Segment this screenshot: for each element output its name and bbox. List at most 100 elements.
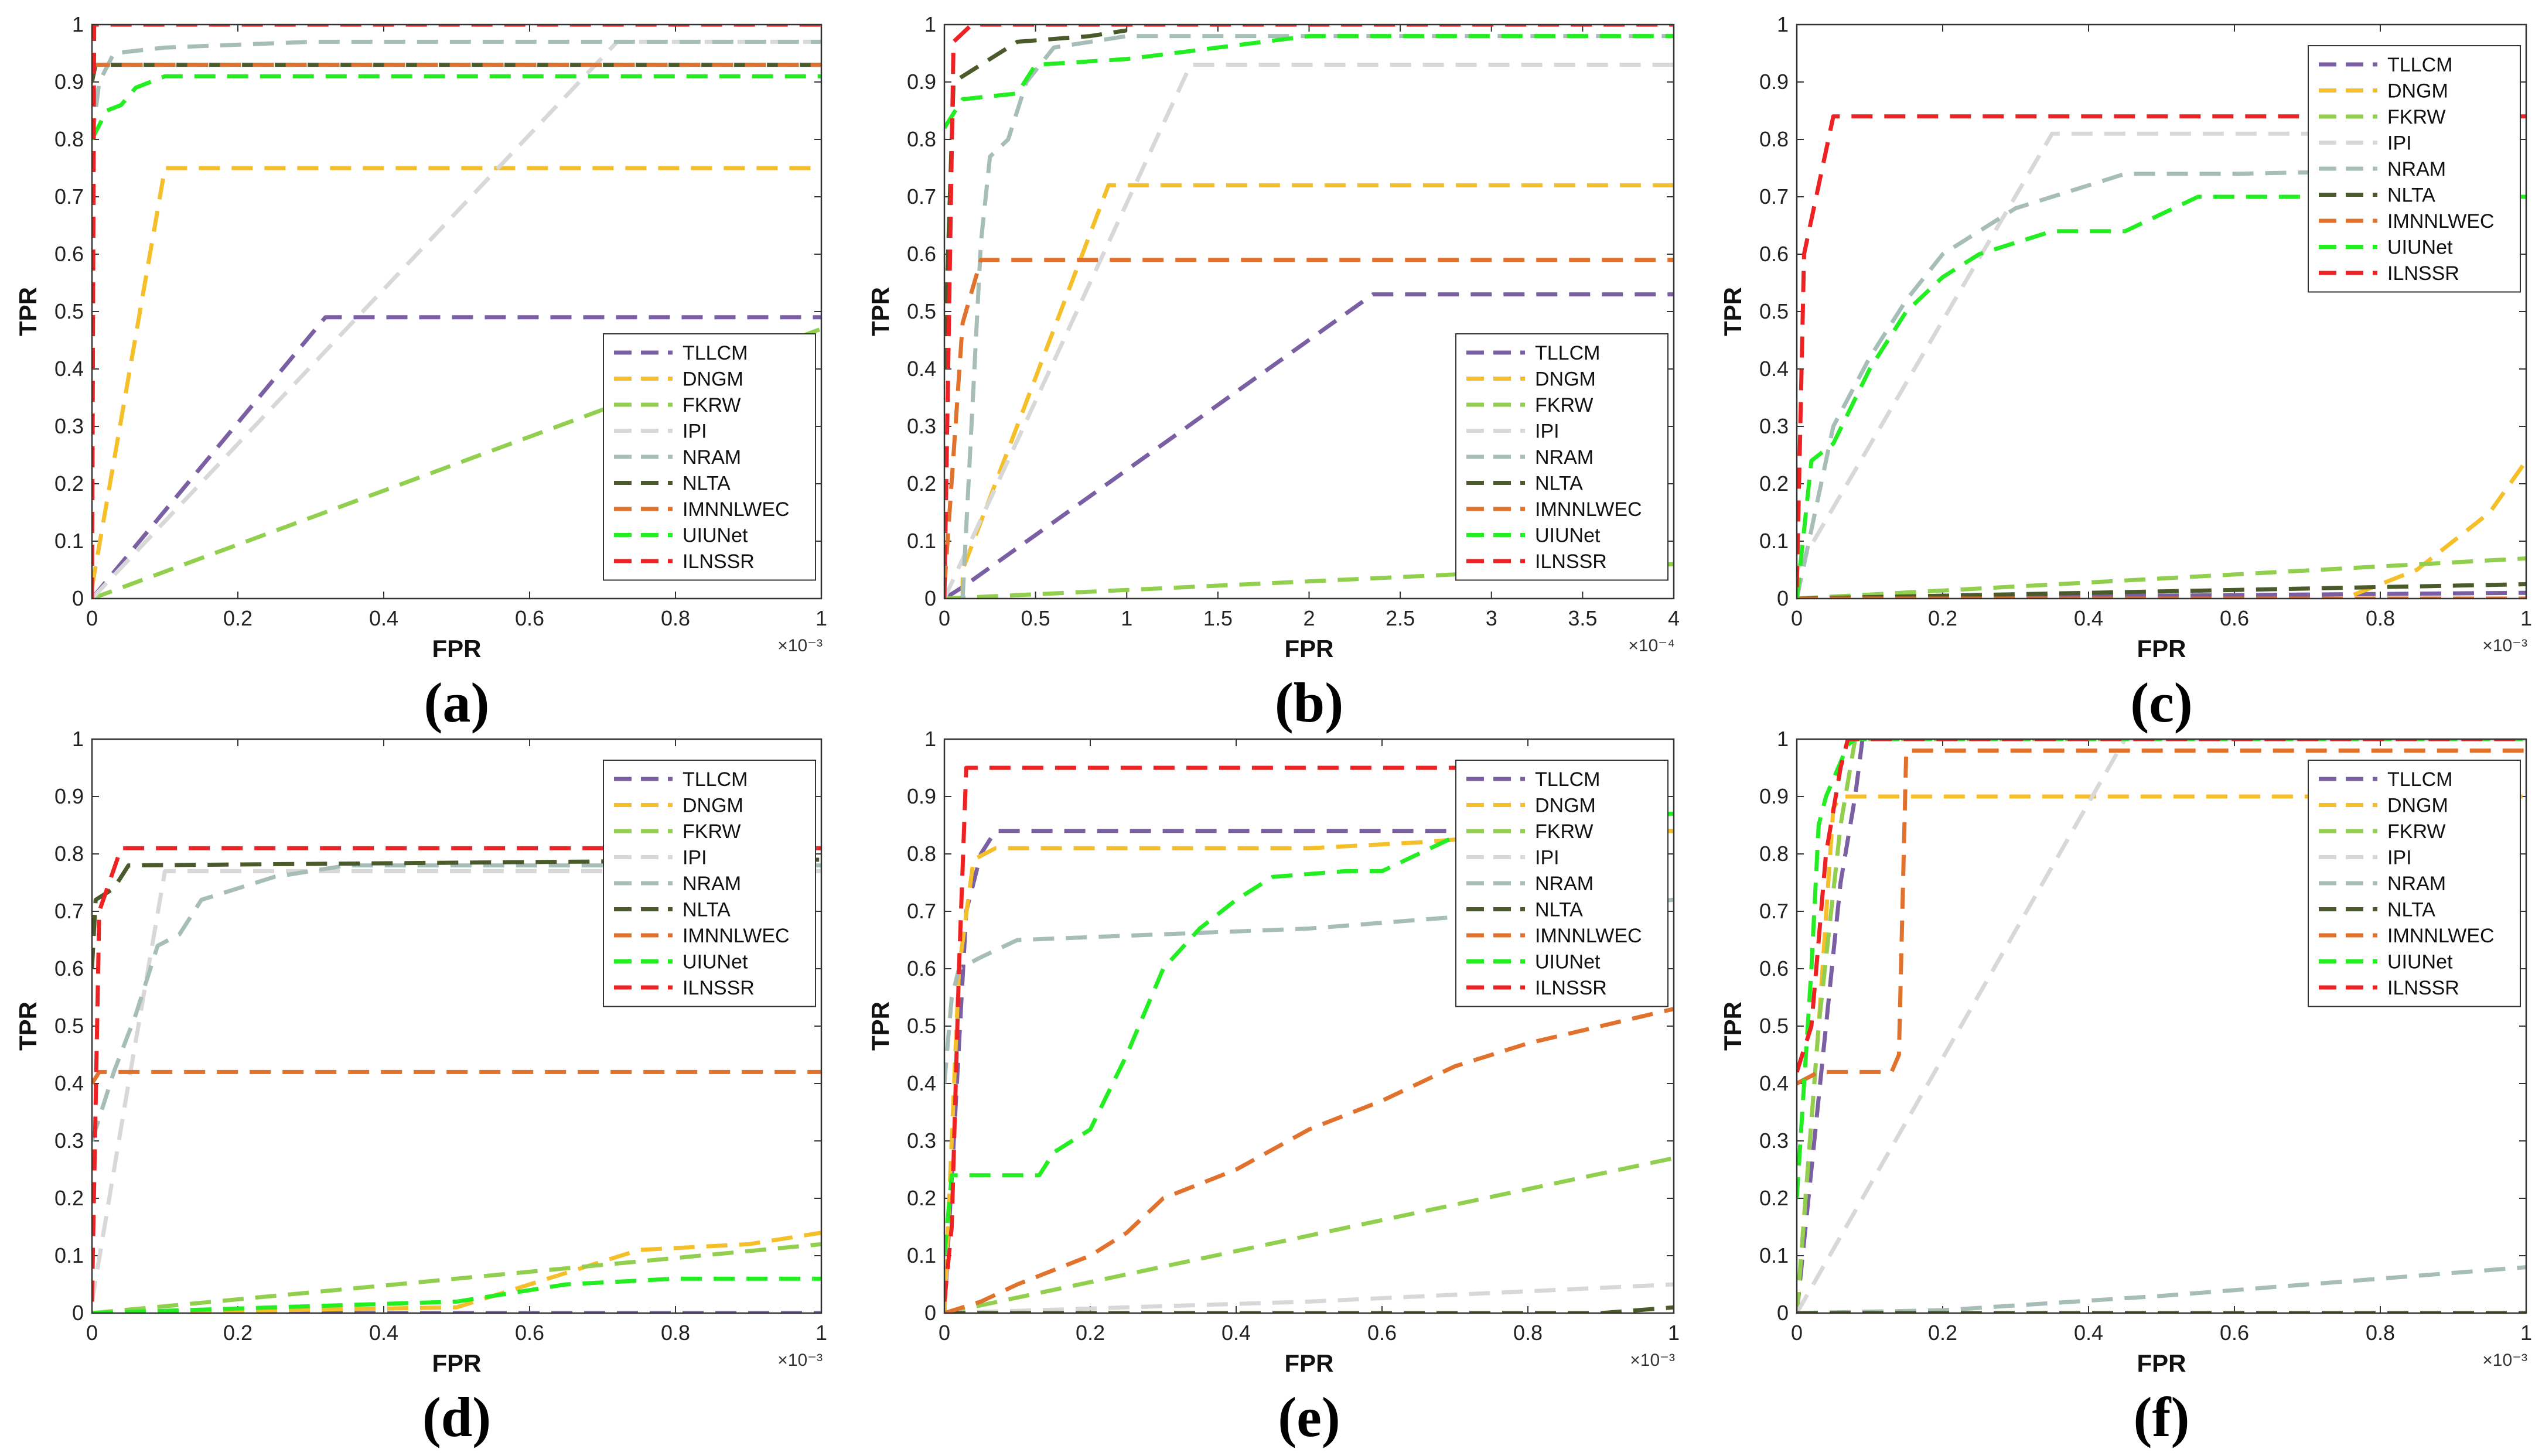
legend-box [1455, 333, 1668, 581]
y-tick-label: 0.2 [1759, 471, 1789, 495]
x-axis-exponent: ×10⁻³ [2482, 636, 2527, 655]
y-tick-label: 0.8 [54, 842, 84, 866]
x-tick-label: 0.6 [2220, 606, 2249, 630]
legend: TLLCM DNGM FKRW IPI NRAM NLTA IMNNLWEC UIUNet IL… [1455, 760, 1668, 1007]
y-tick-label: 1 [1777, 727, 1789, 751]
x-tick-label: 0 [939, 606, 950, 630]
x-tick-label: 1 [2520, 606, 2532, 630]
legend-label-nlta: NLTA [2387, 899, 2435, 921]
legend-label-fkrw: FKRW [2387, 106, 2445, 128]
x-axis-label: FPR [432, 635, 482, 662]
legend: TLLCM DNGM FKRW IPI NRAM NLTA IMNNLWEC UIUNet IL… [603, 333, 816, 581]
series-line-tllcm [1797, 590, 2526, 599]
legend-label-fkrw: FKRW [2387, 821, 2445, 843]
x-tick-label: 1 [816, 1321, 827, 1345]
y-tick-label: 0.7 [54, 899, 84, 923]
series-line-tllcm [92, 315, 821, 599]
series-line-dngm [92, 1231, 821, 1313]
legend-label-tllcm: TLLCM [683, 768, 748, 791]
x-axis-label: FPR [2137, 635, 2186, 662]
x-tick-label: 3 [1486, 606, 1497, 630]
y-tick-label: 0.1 [907, 529, 936, 553]
y-tick-label: 0.3 [1759, 1129, 1789, 1153]
series-line-tllcm [944, 292, 1674, 599]
x-tick-label: 0.2 [223, 606, 253, 630]
y-tick-label: 0.5 [907, 299, 936, 323]
plot-frame [1796, 23, 2527, 600]
y-tick-label: 0 [924, 1301, 936, 1325]
legend-box [603, 760, 816, 1007]
plot-frame [1796, 738, 2527, 1314]
x-tick-label: 0.8 [2366, 1321, 2395, 1345]
legend-label-imnnlwec: IMNNLWEC [1535, 498, 1642, 521]
legend-label-ipi: IPI [2387, 847, 2412, 869]
legend-label-ilnssr: ILNSSR [2387, 262, 2459, 285]
series-line-nlta [944, 28, 1127, 370]
legend-label-tllcm: TLLCM [2387, 54, 2452, 76]
series-line-imnnlwec [944, 1007, 1674, 1313]
legend-label-imnnlwec: IMNNLWEC [2387, 210, 2495, 233]
y-tick-label: 0.5 [907, 1014, 936, 1038]
legend-label-dngm: DNGM [683, 368, 743, 391]
y-tick-label: 0.5 [1759, 1014, 1789, 1038]
legend-label-uiunet: UIUNet [1535, 951, 1601, 973]
y-tick-label: 0.5 [54, 299, 84, 323]
series-line-nram [92, 39, 821, 140]
panel-label: (e) [1278, 1386, 1340, 1448]
y-tick-label: 0.3 [1759, 414, 1789, 438]
y-tick-label: 0.7 [907, 184, 936, 209]
x-tick-label: 0.8 [1513, 1321, 1543, 1345]
y-tick-label: 1 [1777, 12, 1789, 36]
plot-frame [91, 738, 823, 1314]
x-axis-exponent: ×10⁻⁴ [1628, 636, 1675, 655]
y-tick-label: 0.8 [54, 127, 84, 151]
x-tick-label: 4 [1668, 606, 1680, 630]
y-tick-label: 0.9 [907, 784, 936, 808]
x-tick-label: 0.5 [1021, 606, 1050, 630]
y-tick-label: 0.1 [1759, 529, 1789, 553]
y-tick-label: 0.9 [907, 70, 936, 94]
legend-label-fkrw: FKRW [683, 394, 741, 416]
legend-label-nlta: NLTA [683, 473, 731, 495]
legend-label-uiunet: UIUNet [2387, 237, 2453, 259]
x-tick-label: 0.8 [661, 606, 690, 630]
chart-panel-1: 0 0.2 0.4 0.6 0.8 1 0 0.1 0.2 0.3 0.4 0.5 0.6 0.7 0.8 0… [14, 12, 827, 734]
x-tick-label: 0.6 [1367, 1321, 1397, 1345]
x-tick-label: 0.2 [1928, 606, 1957, 630]
legend-label-tllcm: TLLCM [1535, 342, 1600, 364]
legend-label-uiunet: UIUNet [683, 951, 748, 973]
x-tick-label: 1 [2520, 1321, 2532, 1345]
series-line-nram [92, 863, 821, 1142]
x-tick-label: 1.5 [1203, 606, 1233, 630]
x-tick-label: 1 [1121, 606, 1132, 630]
legend-label-fkrw: FKRW [1535, 394, 1593, 416]
y-axis-label: TPR [1719, 287, 1746, 336]
series-line-uiunet [944, 34, 1674, 129]
x-tick-label: 0.6 [515, 1321, 544, 1345]
y-tick-label: 0.8 [907, 842, 936, 866]
x-tick-label: 2 [1303, 606, 1315, 630]
legend-label-uiunet: UIUNet [2387, 951, 2453, 973]
x-tick-label: 0.8 [661, 1321, 690, 1345]
y-tick-label: 0.7 [1759, 184, 1789, 209]
series-line-ilnssr [1797, 114, 2526, 587]
y-axis-label: TPR [1719, 1002, 1746, 1051]
legend-label-nlta: NLTA [683, 899, 731, 921]
series-line-uiunet [92, 1276, 821, 1313]
legend-label-imnnlwec: IMNNLWEC [1535, 925, 1642, 947]
legend-label-ilnssr: ILNSSR [1535, 551, 1607, 573]
legend-label-ilnssr: ILNSSR [683, 551, 755, 573]
x-axis-label: FPR [1285, 635, 1334, 662]
x-tick-label: 0.2 [1076, 1321, 1105, 1345]
y-tick-label: 0.6 [1759, 242, 1789, 266]
series-line-imnnlwec [92, 1069, 821, 1085]
x-axis-exponent: ×10⁻³ [2482, 1351, 2527, 1370]
series-line-nram [960, 34, 1674, 599]
y-tick-label: 0.2 [907, 471, 936, 495]
chart-panel-6: 0 0.2 0.4 0.6 0.8 1 0 0.1 0.2 0.3 0.4 0.5 0.6 0.7 0.8 0… [1719, 727, 2532, 1448]
x-axis-exponent: ×10⁻³ [1630, 1351, 1675, 1370]
legend-label-dngm: DNGM [683, 795, 743, 817]
x-axis-exponent: ×10⁻³ [777, 636, 823, 655]
legend-label-dngm: DNGM [1535, 795, 1596, 817]
